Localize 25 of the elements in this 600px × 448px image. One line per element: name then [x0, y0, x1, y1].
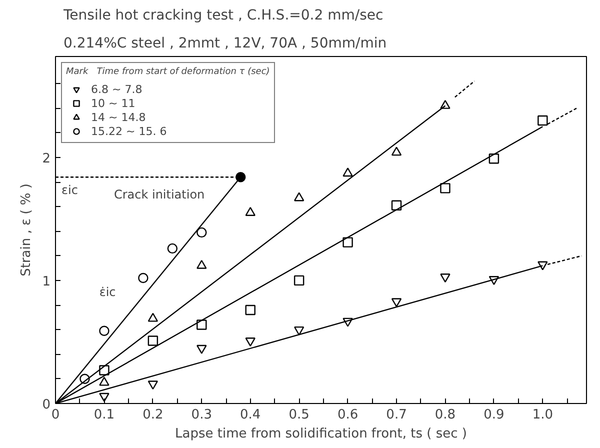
y-axis-title: Strain , ε ( % ): [19, 184, 34, 276]
x-tick-label: 0.2: [142, 408, 164, 422]
x-tick-label: 0.1: [94, 408, 115, 422]
y-tick-label: 0: [42, 398, 51, 412]
y-tick-label: 2: [42, 151, 51, 166]
x-tick-label: 1.0: [532, 408, 554, 422]
legend-label: 6.8 ~ 7.8: [91, 82, 142, 96]
legend-label: 15.22 ~ 15. 6: [91, 124, 167, 138]
legend-label: 10 ~ 11: [91, 96, 136, 110]
legend-label: 14 ~ 14.8: [91, 110, 146, 124]
annotation: Crack initiation: [114, 188, 205, 202]
annotation: εic: [62, 183, 78, 198]
annotation: ε̇ic: [99, 284, 116, 299]
legend-title: Mark Time from start of deformation τ (sec): [66, 67, 270, 77]
x-tick-label: 0.8: [434, 408, 456, 422]
x-tick-label: 0.5: [288, 408, 310, 422]
y-tick-label: 1: [42, 274, 51, 290]
chart-title: Tensile hot cracking test , C.H.S.=0.2 mm/sec: [62, 8, 384, 24]
x-tick-label: 0.4: [240, 408, 261, 422]
x-tick-label: 0.9: [484, 408, 504, 422]
chart-subtitle: 0.214%C steel , 2mmt , 12V, 70A , 50mm/min: [64, 36, 387, 52]
x-tick-label: 0.6: [337, 408, 358, 422]
x-tick-label: 0.3: [191, 408, 212, 422]
x-tick-label: 0.7: [386, 408, 407, 422]
x-axis-title: Lapse time from solidification front, ts ( sec ): [175, 426, 467, 442]
